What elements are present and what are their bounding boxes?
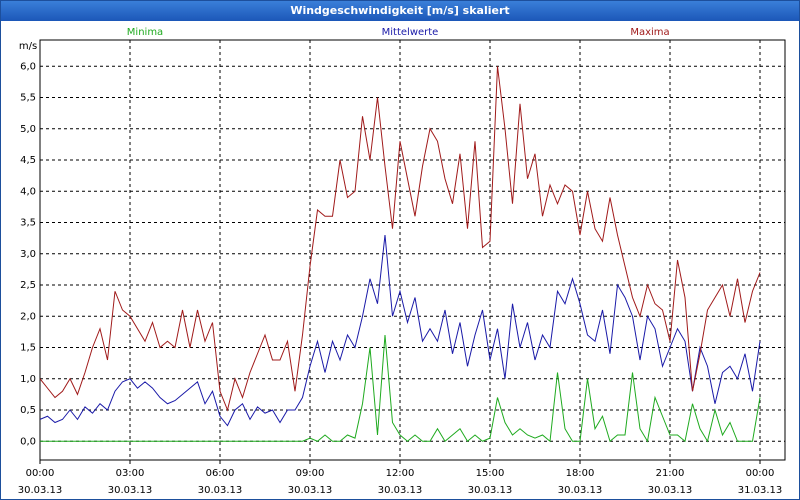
y-tick-label: 6,0	[20, 61, 36, 72]
x-tick-label: 15:00 30.03.13	[467, 468, 513, 496]
x-tick-label: 00:00 30.03.13	[17, 468, 63, 496]
legend-entry: Maxima	[630, 27, 669, 38]
x-tick-label: 06:00 30.03.13	[197, 468, 243, 496]
y-tick-label: 0,5	[20, 405, 36, 416]
y-tick-label: 0,0	[20, 436, 36, 447]
y-tick-label: 2,5	[20, 280, 36, 291]
y-tick-label: 1,5	[20, 343, 36, 354]
y-tick-label: 5,5	[20, 93, 36, 104]
y-tick-label: 5,0	[20, 124, 36, 135]
data-line	[39, 66, 761, 412]
data-line	[39, 234, 761, 427]
title-bar: Windgeschwindigkeit [m/s] skaliert	[1, 1, 799, 21]
x-tick-label: 00:00 31.03.13	[737, 468, 783, 496]
x-tick-label: 21:00 30.03.13	[647, 468, 693, 496]
y-tick-label: 2,0	[20, 311, 36, 322]
y-tick-label: 3,5	[20, 218, 36, 229]
y-tick-label: 3,0	[20, 249, 36, 260]
y-axis-label: m/s	[19, 41, 37, 52]
legend-entry: Minima	[127, 27, 163, 38]
x-tick-label: 12:00 30.03.13	[377, 468, 423, 496]
plot-frame	[39, 39, 786, 461]
y-tick-label: 4,5	[20, 155, 36, 166]
data-line	[40, 334, 761, 443]
y-tick-label: 4,0	[20, 186, 36, 197]
legend-entry: Mittelwerte	[382, 27, 439, 38]
y-tick-label: 1,0	[20, 374, 36, 385]
x-tick-label: 09:00 30.03.13	[287, 468, 333, 496]
x-tick-label: 18:00 30.03.13	[557, 468, 603, 496]
x-tick-label: 03:00 30.03.13	[107, 468, 153, 496]
